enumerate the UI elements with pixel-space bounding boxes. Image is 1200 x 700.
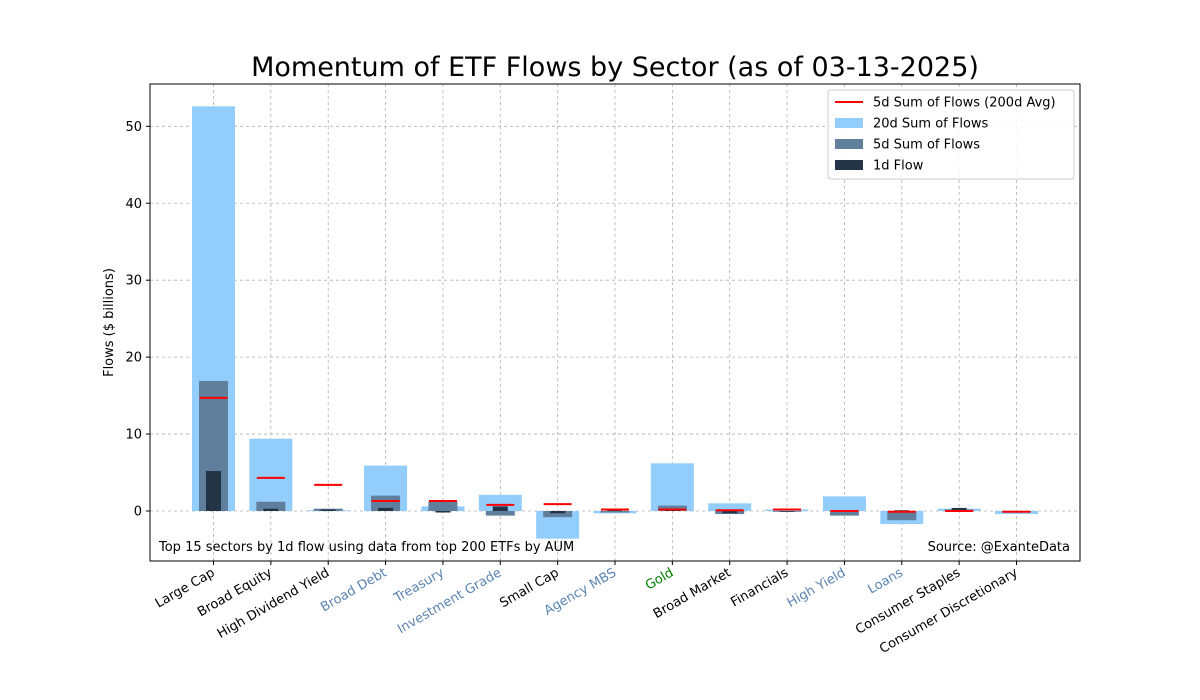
bar-5d-sum-of-flows	[543, 510, 573, 518]
annotation-source: Source: @ExanteData	[928, 540, 1070, 555]
bar-5d-sum-of-flows	[256, 501, 286, 511]
bars	[192, 106, 1038, 539]
legend-label: 1d Flow	[873, 159, 924, 174]
bar-1d-flow	[722, 510, 738, 514]
legend-label: 20d Sum of Flows	[873, 117, 989, 132]
bar-20d-sum-of-flows	[822, 496, 866, 511]
bar-20d-sum-of-flows	[650, 463, 694, 511]
bar-5d-sum-of-flows	[485, 510, 515, 516]
bar-1d-flow	[550, 510, 566, 514]
x-tick-label: Investment Grade	[395, 565, 504, 637]
bar-20d-sum-of-flows	[478, 494, 522, 511]
legend-label: 5d Sum of Flows (200d Avg)	[873, 96, 1056, 111]
bar-5d-sum-of-flows	[829, 510, 859, 516]
y-tick-label: 20	[125, 351, 142, 366]
legend-swatch	[835, 160, 863, 170]
legend-box	[827, 89, 1075, 180]
y-axis: 0 10 20 30 40 50	[125, 120, 150, 519]
bar-5d-sum-of-flows	[600, 510, 630, 513]
bar-1d-flow	[951, 507, 967, 511]
legend-swatch	[835, 118, 863, 128]
bar-1d-flow	[378, 507, 394, 511]
bar-5d-sum-of-flows	[657, 505, 687, 511]
legend-swatch	[835, 139, 863, 149]
legend-label: 5d Sum of Flows	[873, 138, 980, 153]
legend: 5d Sum of Flows (200d Avg) 20d Sum of Flo…	[827, 89, 1075, 180]
bar-1d-flow	[320, 509, 336, 511]
bar-1d-flow	[894, 510, 910, 512]
bar-1d-flow	[435, 510, 451, 513]
y-tick-label: 40	[125, 197, 142, 212]
bar-1d-flow	[206, 470, 221, 511]
bar-1d-flow	[779, 510, 795, 512]
y-tick-label: 10	[125, 428, 142, 443]
bar-20d-sum-of-flows	[708, 503, 752, 511]
x-tick-label: Financials	[728, 565, 791, 610]
chart-title: Momentum of ETF Flows by Sector (as of 0…	[251, 52, 979, 83]
x-tick-label: High Yield	[785, 565, 849, 610]
x-tick-label: Loans	[865, 565, 906, 597]
y-axis-label: Flows ($ billions)	[102, 268, 117, 377]
bar-5d-sum-of-flows	[887, 510, 917, 521]
bar-20d-sum-of-flows	[249, 438, 293, 511]
y-tick-label: 0	[134, 504, 142, 519]
bar-5d-sum-of-flows	[428, 501, 458, 511]
bar-1d-flow	[492, 506, 508, 511]
x-tick-label: Gold	[643, 565, 676, 593]
annotation-note: Top 15 sectors by 1d flow using data fro…	[158, 540, 574, 555]
y-tick-label: 30	[125, 274, 142, 289]
bar-5d-sum-of-flows	[371, 495, 401, 511]
avg-markers	[199, 396, 1031, 513]
bar-1d-flow	[263, 508, 279, 511]
y-tick-label: 50	[125, 120, 142, 135]
